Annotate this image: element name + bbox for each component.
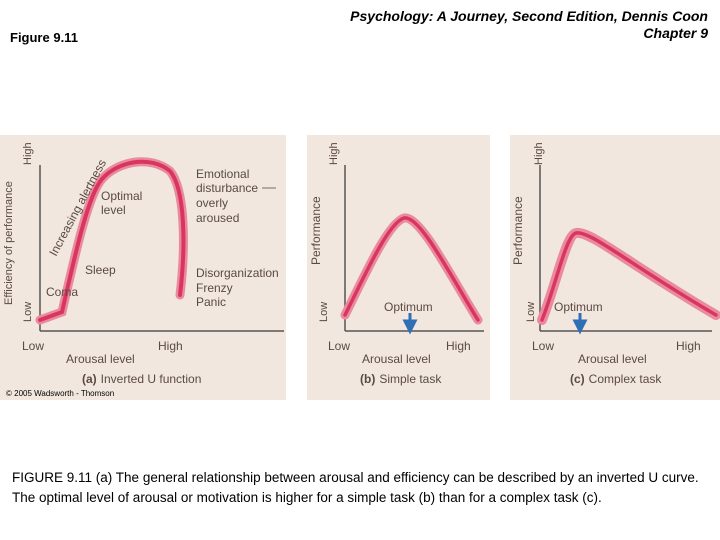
panel-b-x-high: High [446,339,471,353]
panel-a-optimal: Optimal [101,189,142,203]
panel-c-x-high: High [676,339,701,353]
figure-label: Figure 9.11 [10,30,78,45]
panel-a-panic: Panic [196,295,226,309]
panel-a-y-low: Low [22,302,34,322]
panel-a-overly: overly [196,196,228,210]
panel-a-disturbance: disturbance [196,181,258,195]
book-title-line1: Psychology: A Journey, Second Edition, D… [350,8,708,24]
panel-a-x-label: Arousal level [66,352,135,366]
panel-a-caption: (a) Inverted U function [82,372,201,386]
panel-a-caption-text: Inverted U function [101,372,202,386]
panel-a-level: level [101,203,126,217]
panel-c-y-low: Low [525,302,537,322]
panel-b-x-label: Arousal level [362,352,431,366]
panel-a-aroused: aroused [196,211,239,225]
arousal-figure: Efficiency of performance High Low Low H… [0,135,720,400]
panel-b: Performance High Low Optimum Low High Ar… [309,142,484,386]
book-title: Psychology: A Journey, Second Edition, D… [248,8,708,42]
panel-c-caption-text: Complex task [589,372,663,386]
panel-b-background [307,135,490,400]
book-title-line2: Chapter 9 [643,25,708,41]
panel-a-background [0,135,286,400]
panel-c-curve [540,231,718,322]
panel-a-emotional: Emotional [196,167,249,181]
panel-b-optimum: Optimum [384,300,433,314]
panel-b-y-high: High [328,142,340,165]
panel-c-x-label: Arousal level [578,352,647,366]
panel-a-y-label: Efficiency of performance [3,181,15,305]
panel-b-curve [343,216,480,322]
panel-b-caption-letter: (b) [360,372,375,386]
panel-a-x-low: Low [22,339,44,353]
panel-a-coma: Coma [46,285,78,299]
panel-c-x-low: Low [532,339,554,353]
panel-a-x-high: High [158,339,183,353]
copyright-notice: © 2005 Wadsworth - Thomson [6,389,115,398]
panel-b-y-low: Low [318,302,330,322]
caption-text: (a) The general relationship between aro… [12,470,699,505]
panel-c-y-high: High [533,142,545,165]
panel-b-caption: (b) Simple task [360,372,442,386]
caption-figure-id: FIGURE 9.11 [12,470,93,485]
panel-b-x-low: Low [328,339,350,353]
panel-c-caption-letter: (c) [570,372,585,386]
panel-a-disorganization: Disorganization [196,266,279,280]
panel-b-y-label: Performance [309,196,323,265]
panel-c-optimum: Optimum [554,300,603,314]
panel-a-frenzy: Frenzy [196,281,233,295]
panel-c-background [510,135,720,400]
panel-a-sleep: Sleep [85,263,116,277]
panel-b-caption-text: Simple task [379,372,442,386]
panel-a-caption-letter: (a) [82,372,97,386]
panel-c: Performance High Low Optimum Low High Ar… [511,142,720,386]
figure-caption: FIGURE 9.11 (a) The general relationship… [12,468,712,508]
panel-a-curve [38,159,186,322]
panel-c-caption: (c) Complex task [570,372,662,386]
panel-a-y-high: High [22,142,34,165]
panel-c-y-label: Performance [511,196,525,265]
